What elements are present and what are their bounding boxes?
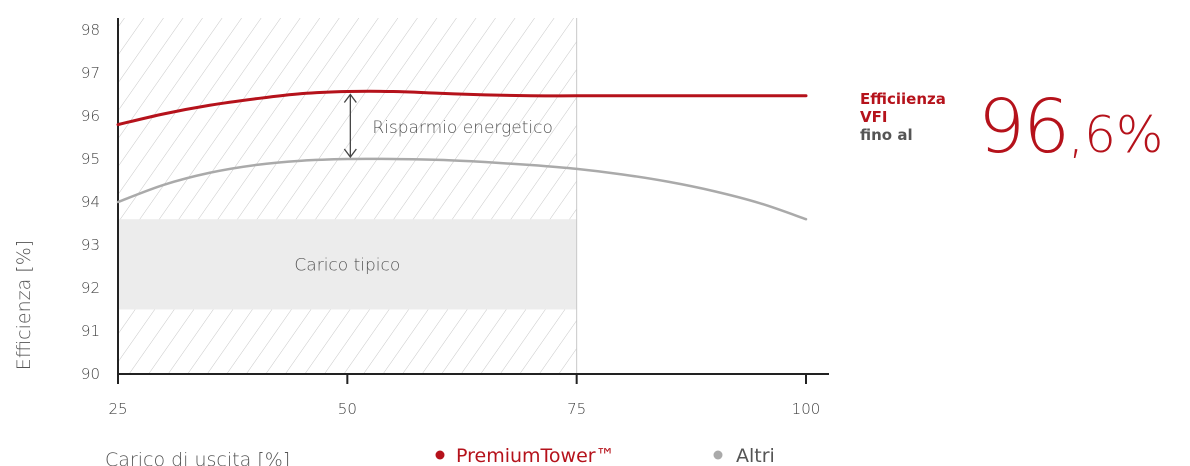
typical-load-box — [118, 219, 577, 310]
legend: PremiumTower™ Altri — [435, 445, 775, 466]
series-line-premiumtower — [116, 89, 808, 127]
y-tick-label: 91 — [81, 322, 100, 340]
callout-value: 96,6% — [978, 84, 1163, 170]
x-tick-label: 75 — [567, 400, 586, 418]
x-tick-label: 50 — [338, 400, 357, 418]
legend-label-premiumtower: PremiumTower™ — [456, 445, 615, 466]
x-axis-title: Carico di uscita [%] — [105, 449, 290, 466]
legend-marker-premiumtower — [435, 450, 445, 460]
legend-marker-altri — [713, 450, 723, 460]
y-tick-label: 94 — [81, 193, 100, 211]
savings-arrow-head-bottom — [343, 148, 357, 159]
callout-label-line1: Efficiienza — [860, 90, 946, 108]
x-tick-label: 25 — [108, 400, 127, 418]
y-tick-label: 93 — [81, 236, 100, 254]
callout-label: Efficiienza VFI fino al — [860, 90, 970, 144]
series-line-altri — [116, 157, 808, 221]
y-tick-label: 97 — [81, 64, 100, 82]
y-axis-title: Efficienza [%] — [13, 240, 35, 370]
callout-label-line2: VFI — [860, 108, 888, 126]
callout-label-line3: fino al — [860, 126, 913, 144]
y-tick-label: 96 — [81, 107, 100, 125]
typical-load-label: Carico tipico — [294, 255, 400, 275]
y-tick-label: 95 — [81, 150, 100, 168]
savings-label: Risparmio energetico — [372, 118, 553, 138]
efficiency-callout: Efficiienza VFI fino al 96,6% — [860, 84, 1180, 200]
legend-label-altri: Altri — [736, 445, 775, 466]
y-tick-label: 92 — [81, 279, 100, 297]
y-tick-label: 98 — [81, 21, 100, 39]
callout-value-decimal: ,6% — [1068, 106, 1164, 164]
x-tick-label: 100 — [792, 400, 821, 418]
hatched-region — [118, 18, 577, 374]
savings-arrow-head-top — [343, 93, 357, 103]
y-tick-label: 90 — [81, 365, 100, 383]
callout-value-integer: 96 — [978, 84, 1070, 170]
